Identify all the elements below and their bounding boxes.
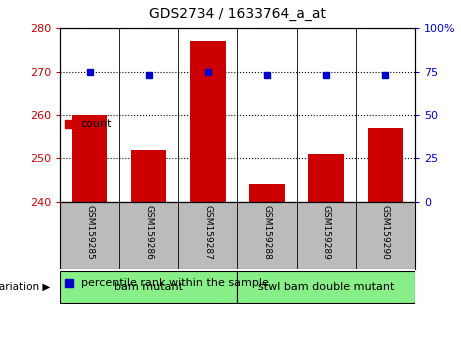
FancyBboxPatch shape [237,271,415,303]
Text: GSM159288: GSM159288 [262,205,272,260]
Text: GSM159285: GSM159285 [85,205,94,260]
Bar [367,128,403,202]
Text: GSM159287: GSM159287 [203,205,213,260]
Bar [131,150,166,202]
Text: GDS2734 / 1633764_a_at: GDS2734 / 1633764_a_at [149,7,326,21]
Text: percentile rank within the sample: percentile rank within the sample [81,278,269,288]
Text: stwl bam double mutant: stwl bam double mutant [258,282,394,292]
Text: GSM159290: GSM159290 [381,205,390,260]
Text: count: count [81,119,112,129]
FancyBboxPatch shape [60,271,237,303]
Bar [249,184,285,202]
Text: GSM159289: GSM159289 [322,205,331,260]
Bar [308,154,344,202]
Bar [190,41,225,202]
Text: GSM159286: GSM159286 [144,205,153,260]
Text: genotype/variation ▶: genotype/variation ▶ [0,282,51,292]
Text: bam mutant: bam mutant [114,282,183,292]
Bar [72,115,107,202]
